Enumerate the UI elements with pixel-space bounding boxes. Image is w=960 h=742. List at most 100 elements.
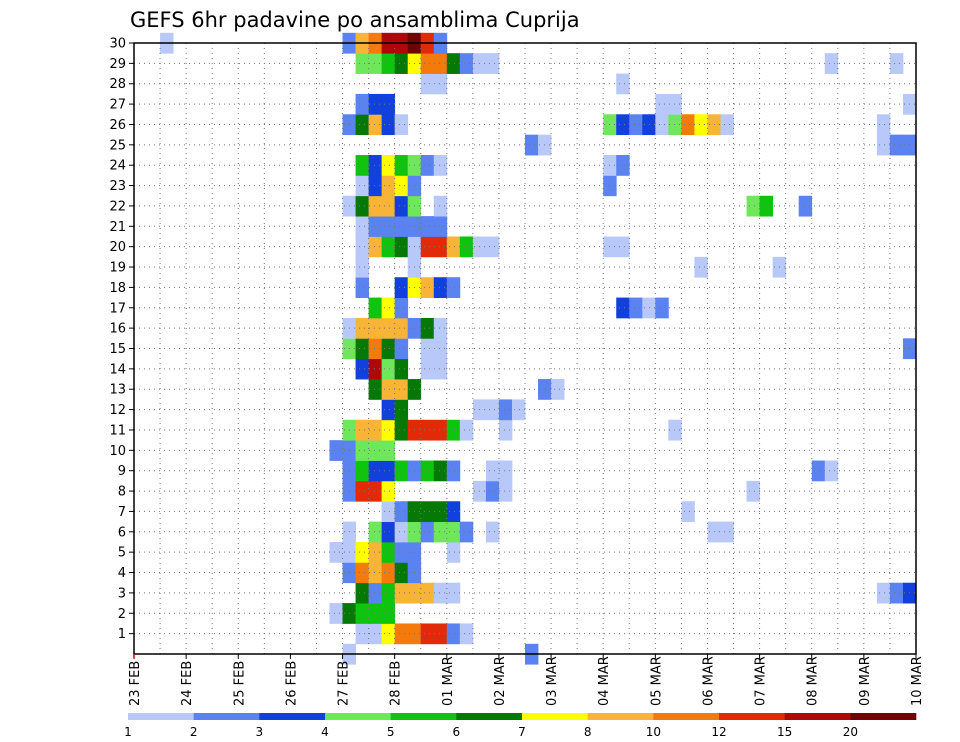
heatmap-cell — [368, 53, 383, 74]
heatmap-cell — [394, 297, 409, 319]
legend-swatch — [719, 713, 785, 720]
heatmap-cell — [616, 114, 630, 136]
legend-label: 5 — [387, 725, 395, 739]
heatmap-cell — [433, 236, 448, 258]
heatmap-cell — [420, 521, 435, 543]
heatmap-cell — [355, 114, 369, 136]
heatmap-cell — [381, 236, 396, 258]
heatmap-cell — [433, 460, 448, 482]
y-tick-label: 27 — [109, 98, 126, 113]
x-tick-label: 03 MAR — [545, 656, 560, 706]
heatmap-cell — [446, 623, 461, 645]
y-tick-label: 19 — [109, 261, 126, 276]
heatmap-cell — [368, 603, 383, 624]
legend-label: 10 — [646, 725, 661, 739]
heatmap-cell — [368, 623, 383, 645]
heatmap-cell — [433, 317, 448, 339]
heatmap-cell — [381, 440, 396, 461]
heatmap-cell — [394, 541, 409, 563]
y-tick-label: 2 — [118, 607, 126, 622]
y-tick-label: 8 — [118, 485, 126, 500]
y-tick-label: 5 — [118, 546, 126, 561]
heatmap-cell — [394, 562, 409, 584]
heatmap-cell — [485, 53, 500, 74]
heatmap-cell — [433, 582, 448, 604]
heatmap-cell — [694, 256, 708, 278]
heatmap-cell — [329, 440, 343, 461]
heatmap-cell — [420, 277, 435, 298]
heatmap-cell — [355, 155, 369, 176]
heatmap-cell — [381, 562, 396, 584]
heatmap-cell — [668, 114, 682, 136]
heatmap-cell — [368, 175, 383, 197]
x-tick-label: 10 MAR — [910, 656, 925, 706]
legend-label: 3 — [256, 725, 264, 739]
heatmap-cell — [433, 338, 448, 360]
heatmap-cell — [459, 521, 474, 543]
x-tick-label: 24 FEB — [180, 661, 195, 706]
heatmap-cell — [446, 236, 461, 258]
legend-label: 2 — [190, 725, 198, 739]
heatmap-cell — [420, 623, 435, 645]
heatmap-cell — [629, 114, 643, 136]
heatmap-cell — [355, 480, 369, 502]
heatmap-cell — [381, 216, 396, 237]
heatmap-cell — [420, 73, 435, 95]
heatmap-cell — [368, 460, 383, 482]
heatmap-cell — [368, 358, 383, 380]
heatmap-cell — [381, 195, 396, 217]
heatmap-cell — [355, 358, 369, 380]
heatmap-cell — [381, 175, 396, 197]
heatmap-cell — [368, 338, 383, 360]
heatmap-cell — [420, 582, 435, 604]
x-tick-label: 26 FEB — [284, 661, 299, 706]
legend-swatch — [587, 713, 654, 720]
heatmap-cell — [433, 195, 448, 217]
heatmap-cell — [368, 155, 383, 176]
heatmap-cell — [433, 501, 448, 523]
heatmap-cell — [824, 53, 839, 74]
x-tick-label: 05 MAR — [649, 656, 664, 706]
heatmap-cell — [368, 236, 383, 258]
legend-label: 20 — [843, 725, 858, 739]
heatmap-cell — [394, 379, 409, 400]
legend-swatch — [325, 713, 391, 720]
legend-label: 12 — [711, 725, 726, 739]
x-tick-label: 04 MAR — [597, 656, 612, 706]
heatmap-cell — [446, 541, 461, 563]
x-tick-label: 09 MAR — [858, 656, 873, 706]
heatmap-cell — [381, 521, 396, 543]
y-tick-label: 29 — [109, 57, 126, 72]
heatmap-cell — [498, 399, 513, 421]
heatmap-cell — [355, 93, 369, 115]
heatmap-cell — [394, 277, 409, 298]
legend-label: 15 — [777, 725, 792, 739]
heatmap-cell — [551, 379, 565, 400]
legend-swatch — [259, 713, 326, 720]
heatmap-cell — [381, 114, 396, 136]
heatmap-cell — [355, 460, 369, 482]
heatmap-cell — [381, 501, 396, 523]
heatmap-cell — [446, 277, 461, 298]
heatmap-cell — [824, 460, 839, 482]
legend-swatch — [193, 713, 260, 720]
heatmap-cell — [629, 297, 643, 319]
x-tick-label: 28 FEB — [389, 661, 404, 706]
x-axis: 23 FEB 24 FEB 25 FEB 26 FEB 27 FEB 28 FEB 01 M… — [128, 654, 925, 706]
heatmap-cell — [876, 114, 891, 136]
heatmap-cell — [420, 460, 435, 482]
y-tick-label: 23 — [109, 179, 126, 194]
heatmap-cell — [616, 155, 630, 176]
heatmap-cell — [355, 195, 369, 217]
heatmap-cell — [329, 541, 343, 563]
heatmap-cell — [368, 582, 383, 604]
heatmap-cell — [420, 501, 435, 523]
heatmap-cell — [459, 623, 474, 645]
y-tick-label: 30 — [109, 37, 126, 52]
heatmap-cell — [355, 53, 369, 74]
heatmap-cell — [368, 317, 383, 339]
x-tick-label: 07 MAR — [754, 656, 769, 706]
heatmap-cell — [420, 216, 435, 237]
heatmap-cell — [420, 155, 435, 176]
